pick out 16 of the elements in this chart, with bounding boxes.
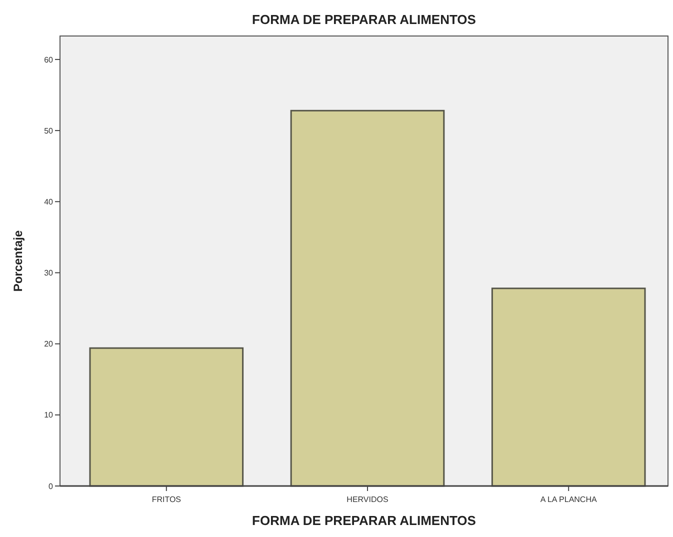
y-tick-label: 0 <box>48 482 54 491</box>
y-tick-label: 40 <box>44 197 54 206</box>
y-tick-label: 60 <box>44 55 54 64</box>
x-axis-title: FORMA DE PREPARAR ALIMENTOS <box>252 513 476 528</box>
y-tick-label: 20 <box>44 340 54 349</box>
x-tick-label: HERVIDOS <box>346 495 388 504</box>
bar <box>290 110 445 487</box>
y-axis-title: Porcentaje <box>11 230 25 292</box>
chart-title: FORMA DE PREPARAR ALIMENTOS <box>252 12 476 27</box>
y-tick-label: 10 <box>44 410 54 420</box>
x-tick-label: FRITOS <box>152 495 182 504</box>
bar <box>491 288 646 487</box>
x-tick-label: A LA PLANCHA <box>540 495 598 504</box>
y-tick-label: 30 <box>44 268 54 278</box>
y-tick-label: 50 <box>44 126 54 136</box>
bar <box>89 347 244 487</box>
